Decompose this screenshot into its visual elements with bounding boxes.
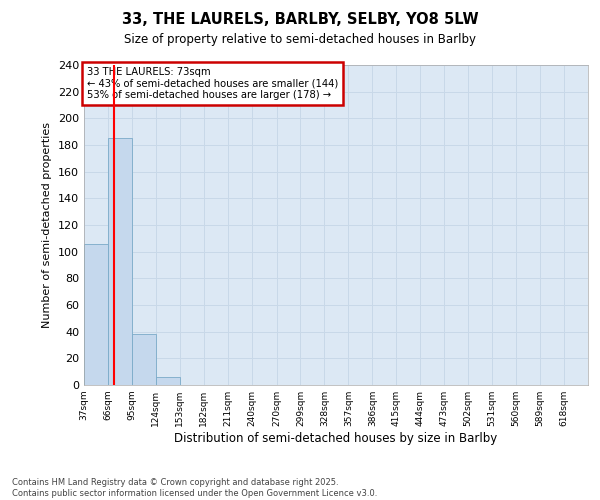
Bar	[132, 334, 156, 385]
Text: 33, THE LAURELS, BARLBY, SELBY, YO8 5LW: 33, THE LAURELS, BARLBY, SELBY, YO8 5LW	[122, 12, 478, 28]
X-axis label: Distribution of semi-detached houses by size in Barlby: Distribution of semi-detached houses by …	[175, 432, 497, 445]
Bar	[156, 377, 180, 385]
Bar	[108, 138, 132, 385]
Text: 33 THE LAURELS: 73sqm
← 43% of semi-detached houses are smaller (144)
53% of sem: 33 THE LAURELS: 73sqm ← 43% of semi-deta…	[86, 66, 338, 100]
Y-axis label: Number of semi-detached properties: Number of semi-detached properties	[43, 122, 52, 328]
Text: Contains HM Land Registry data © Crown copyright and database right 2025.
Contai: Contains HM Land Registry data © Crown c…	[12, 478, 377, 498]
Bar	[84, 244, 108, 385]
Text: Size of property relative to semi-detached houses in Barlby: Size of property relative to semi-detach…	[124, 32, 476, 46]
